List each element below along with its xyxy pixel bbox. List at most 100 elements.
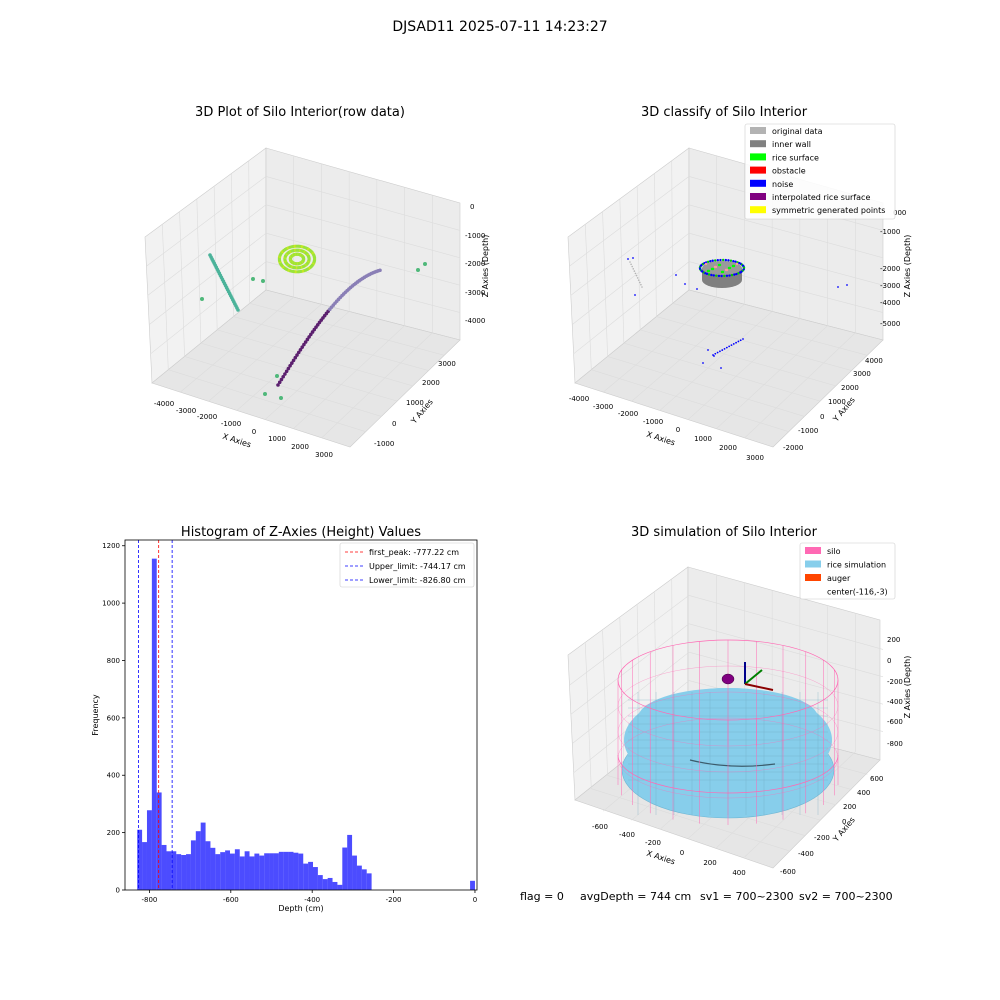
grid-line xyxy=(570,623,690,715)
grid-line xyxy=(265,232,461,286)
grid-line xyxy=(249,302,445,356)
histogram-bar xyxy=(215,854,221,890)
raw-x-label: X Axies xyxy=(221,432,252,450)
classify-point-noise xyxy=(734,260,737,263)
simulation-z-tick: -600 xyxy=(887,718,903,726)
footer-sv1: sv1 = 700~2300 xyxy=(700,890,794,903)
panel-raw-title: 3D Plot of Silo Interior(row data) xyxy=(195,105,405,120)
classify-point-noise xyxy=(846,284,848,286)
grid-line xyxy=(146,176,267,267)
simulation-z-tick: -200 xyxy=(887,678,903,686)
histogram-bar xyxy=(303,863,309,890)
simulation-z-tick: 0 xyxy=(887,657,891,665)
classify-point-noise xyxy=(729,259,733,262)
histogram-legend-entries: first_peak: -777.22 cm Upper_limit: -744.… xyxy=(345,548,466,585)
panel-simulation-3d: 3D simulation of Silo Interior -600 -400… xyxy=(567,525,912,877)
grid-line xyxy=(744,332,856,439)
classify-point-original xyxy=(631,265,633,268)
classify-x-tick: -2000 xyxy=(618,410,638,418)
panel-classify-title: 3D classify of Silo Interior xyxy=(641,105,808,120)
classify-point-noise xyxy=(720,367,722,369)
histogram-bar xyxy=(229,853,235,890)
raw-y-tick: 1000 xyxy=(406,399,424,407)
classify-point-original xyxy=(641,286,643,288)
grid-line xyxy=(196,198,202,344)
classify-z-tick: -4000 xyxy=(880,299,900,307)
classify-legend-swatch xyxy=(750,179,766,187)
raw-points xyxy=(200,244,427,400)
classify-point-noise xyxy=(716,258,720,262)
simulation-y-tick: -600 xyxy=(780,868,796,876)
grid-line xyxy=(248,160,251,304)
grid-line xyxy=(208,304,322,402)
classify-point-noise xyxy=(716,351,719,354)
simulation-legend-swatch xyxy=(805,574,821,581)
classify-point-noise xyxy=(712,354,714,356)
classify-point-noise xyxy=(721,258,725,262)
simulation-x-tick: -600 xyxy=(592,823,608,831)
classify-legend-frame xyxy=(744,123,896,220)
classify-z-label: Z Axies (Depth) xyxy=(903,235,912,298)
histogram-bar xyxy=(190,840,196,890)
histogram-bar xyxy=(332,881,338,890)
simulation-y-tick: 0 xyxy=(842,818,846,826)
simulation-title: 3D simulation of Silo Interior xyxy=(631,525,818,540)
grid-line xyxy=(636,186,641,330)
histogram-y-tick-label: 1200 xyxy=(102,542,120,550)
classify-point-noise xyxy=(707,349,709,351)
classify-legend-label: obstacle xyxy=(772,167,806,176)
histogram-bar xyxy=(366,873,372,890)
footer-stats: flag = 0 avgDepth = 744 cm sv1 = 700~230… xyxy=(520,890,893,903)
histogram-bar xyxy=(205,841,211,890)
classify-legend-swatch xyxy=(750,153,766,161)
classify-point-noise xyxy=(709,260,712,263)
classify-legend-label: rice surface xyxy=(772,153,819,162)
raw-point-arc xyxy=(378,268,382,273)
simulation-z-ticks: 200 0 -200 -400 -600 -800 xyxy=(887,636,903,748)
grid-line xyxy=(619,198,625,344)
classify-point-noise xyxy=(705,272,709,276)
classify-point-surface xyxy=(731,264,735,268)
classify-legend-label: symmetric generated points xyxy=(772,206,885,215)
simulation-y-tick: -200 xyxy=(814,834,830,842)
classify-legend-swatch xyxy=(750,166,766,174)
classify-point-noise xyxy=(723,274,726,278)
histogram-bar xyxy=(322,879,328,890)
histogram-x-label: Depth (cm) xyxy=(278,904,323,913)
raw-point-scatter xyxy=(416,268,420,272)
footer-sv2: sv2 = 700~2300 xyxy=(799,890,893,903)
histogram-bar xyxy=(361,869,367,890)
histogram-bar xyxy=(269,853,274,890)
classify-point-original xyxy=(635,274,638,277)
grid-line xyxy=(264,318,378,420)
simulation-y-tick: 400 xyxy=(857,789,870,797)
classify-point-original xyxy=(630,263,632,266)
raw-point-arc xyxy=(277,380,282,385)
classify-y-tick: -1000 xyxy=(798,427,818,435)
raw-point-arc xyxy=(283,372,287,376)
classify-y-tick: 0 xyxy=(820,413,824,421)
classify-point-noise xyxy=(730,273,734,277)
histogram-x-tick-label: -200 xyxy=(386,896,402,904)
grid-line xyxy=(602,630,608,776)
raw-z-tick: -3000 xyxy=(465,289,485,297)
raw-point-wall xyxy=(236,308,240,312)
grid-line xyxy=(150,261,267,355)
classify-point-noise xyxy=(721,349,724,351)
histogram-y-tick-label: 400 xyxy=(107,772,120,780)
histogram-bar xyxy=(347,834,353,890)
classify-point-noise xyxy=(714,259,717,262)
histogram-plot: -800 -600 -400 -200 0 0 200 400 600 800 1000 1200 xyxy=(102,540,477,904)
raw-point-arc xyxy=(305,337,310,342)
histogram-bar xyxy=(356,865,362,890)
classify-x-label: X Axies xyxy=(645,430,676,448)
classify-point-noise xyxy=(735,272,738,276)
histogram-bar xyxy=(234,849,240,890)
classify-legend-swatch xyxy=(750,140,766,148)
simulation-legend-label: rice simulation xyxy=(827,561,886,570)
histogram-y-tick-label: 1000 xyxy=(102,600,120,608)
classify-point-noise xyxy=(732,343,735,345)
histogram-bar xyxy=(337,884,343,890)
histogram-title: Histogram of Z-Axies (Height) Values xyxy=(181,525,421,540)
